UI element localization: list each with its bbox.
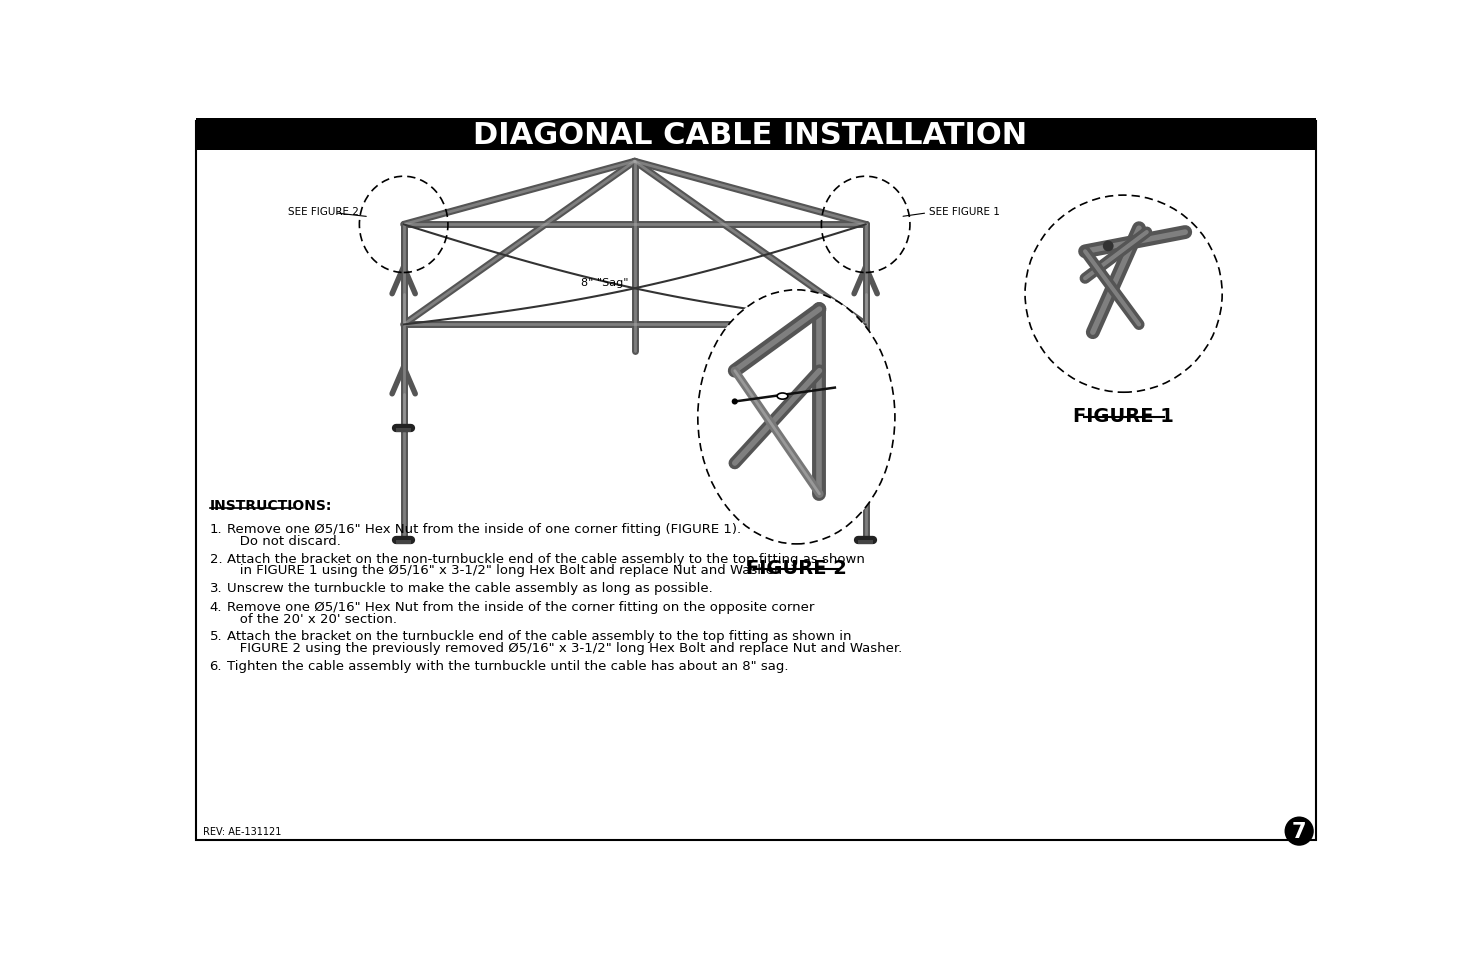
FancyBboxPatch shape: [395, 540, 412, 544]
Text: in FIGURE 1 using the Ø5/16" x 3-1/2" long Hex Bolt and replace Nut and Washer.: in FIGURE 1 using the Ø5/16" x 3-1/2" lo…: [227, 563, 782, 577]
Circle shape: [1103, 241, 1114, 252]
Text: REV: AE-131121: REV: AE-131121: [204, 826, 282, 836]
Text: Attach the bracket on the non-turnbuckle end of the cable assembly to the top fi: Attach the bracket on the non-turnbuckle…: [227, 552, 864, 565]
Text: 5.: 5.: [209, 630, 223, 642]
Ellipse shape: [698, 291, 895, 544]
Text: FIGURE 2 using the previously removed Ø5/16" x 3-1/2" long Hex Bolt and replace : FIGURE 2 using the previously removed Ø5…: [227, 641, 901, 655]
Text: DIAGONAL CABLE INSTALLATION: DIAGONAL CABLE INSTALLATION: [473, 121, 1027, 150]
Text: SEE FIGURE 1: SEE FIGURE 1: [929, 207, 1000, 217]
Text: 8" "Sag": 8" "Sag": [581, 278, 628, 288]
Text: of the 20' x 20' section.: of the 20' x 20' section.: [227, 612, 397, 625]
Text: 7: 7: [1292, 821, 1307, 841]
Circle shape: [1285, 817, 1314, 846]
Text: 4.: 4.: [209, 600, 223, 614]
Text: SEE FIGURE 2: SEE FIGURE 2: [288, 207, 358, 217]
Text: Unscrew the turnbuckle to make the cable assembly as long as possible.: Unscrew the turnbuckle to make the cable…: [227, 581, 712, 595]
Circle shape: [1025, 196, 1223, 393]
Circle shape: [732, 399, 738, 405]
Text: Do not discard.: Do not discard.: [227, 535, 341, 547]
Text: 2.: 2.: [209, 552, 223, 565]
Ellipse shape: [777, 394, 788, 399]
Text: 1.: 1.: [209, 523, 223, 536]
Text: Remove one Ø5/16" Hex Nut from the inside of the corner fitting on the opposite : Remove one Ø5/16" Hex Nut from the insid…: [227, 600, 814, 614]
FancyBboxPatch shape: [858, 429, 873, 433]
Bar: [196, 119, 1316, 152]
Text: 3.: 3.: [209, 581, 223, 595]
Text: 6.: 6.: [209, 659, 223, 672]
Text: Remove one Ø5/16" Hex Nut from the inside of one corner fitting (FIGURE 1).: Remove one Ø5/16" Hex Nut from the insid…: [227, 523, 740, 536]
Text: INSTRUCTIONS:: INSTRUCTIONS:: [209, 498, 332, 512]
Text: FIGURE 2: FIGURE 2: [746, 558, 847, 578]
Text: Tighten the cable assembly with the turnbuckle until the cable has about an 8" s: Tighten the cable assembly with the turn…: [227, 659, 788, 672]
FancyBboxPatch shape: [858, 540, 873, 544]
FancyBboxPatch shape: [395, 429, 412, 433]
Text: Attach the bracket on the turnbuckle end of the cable assembly to the top fittin: Attach the bracket on the turnbuckle end…: [227, 630, 851, 642]
Text: FIGURE 1: FIGURE 1: [1074, 407, 1174, 426]
